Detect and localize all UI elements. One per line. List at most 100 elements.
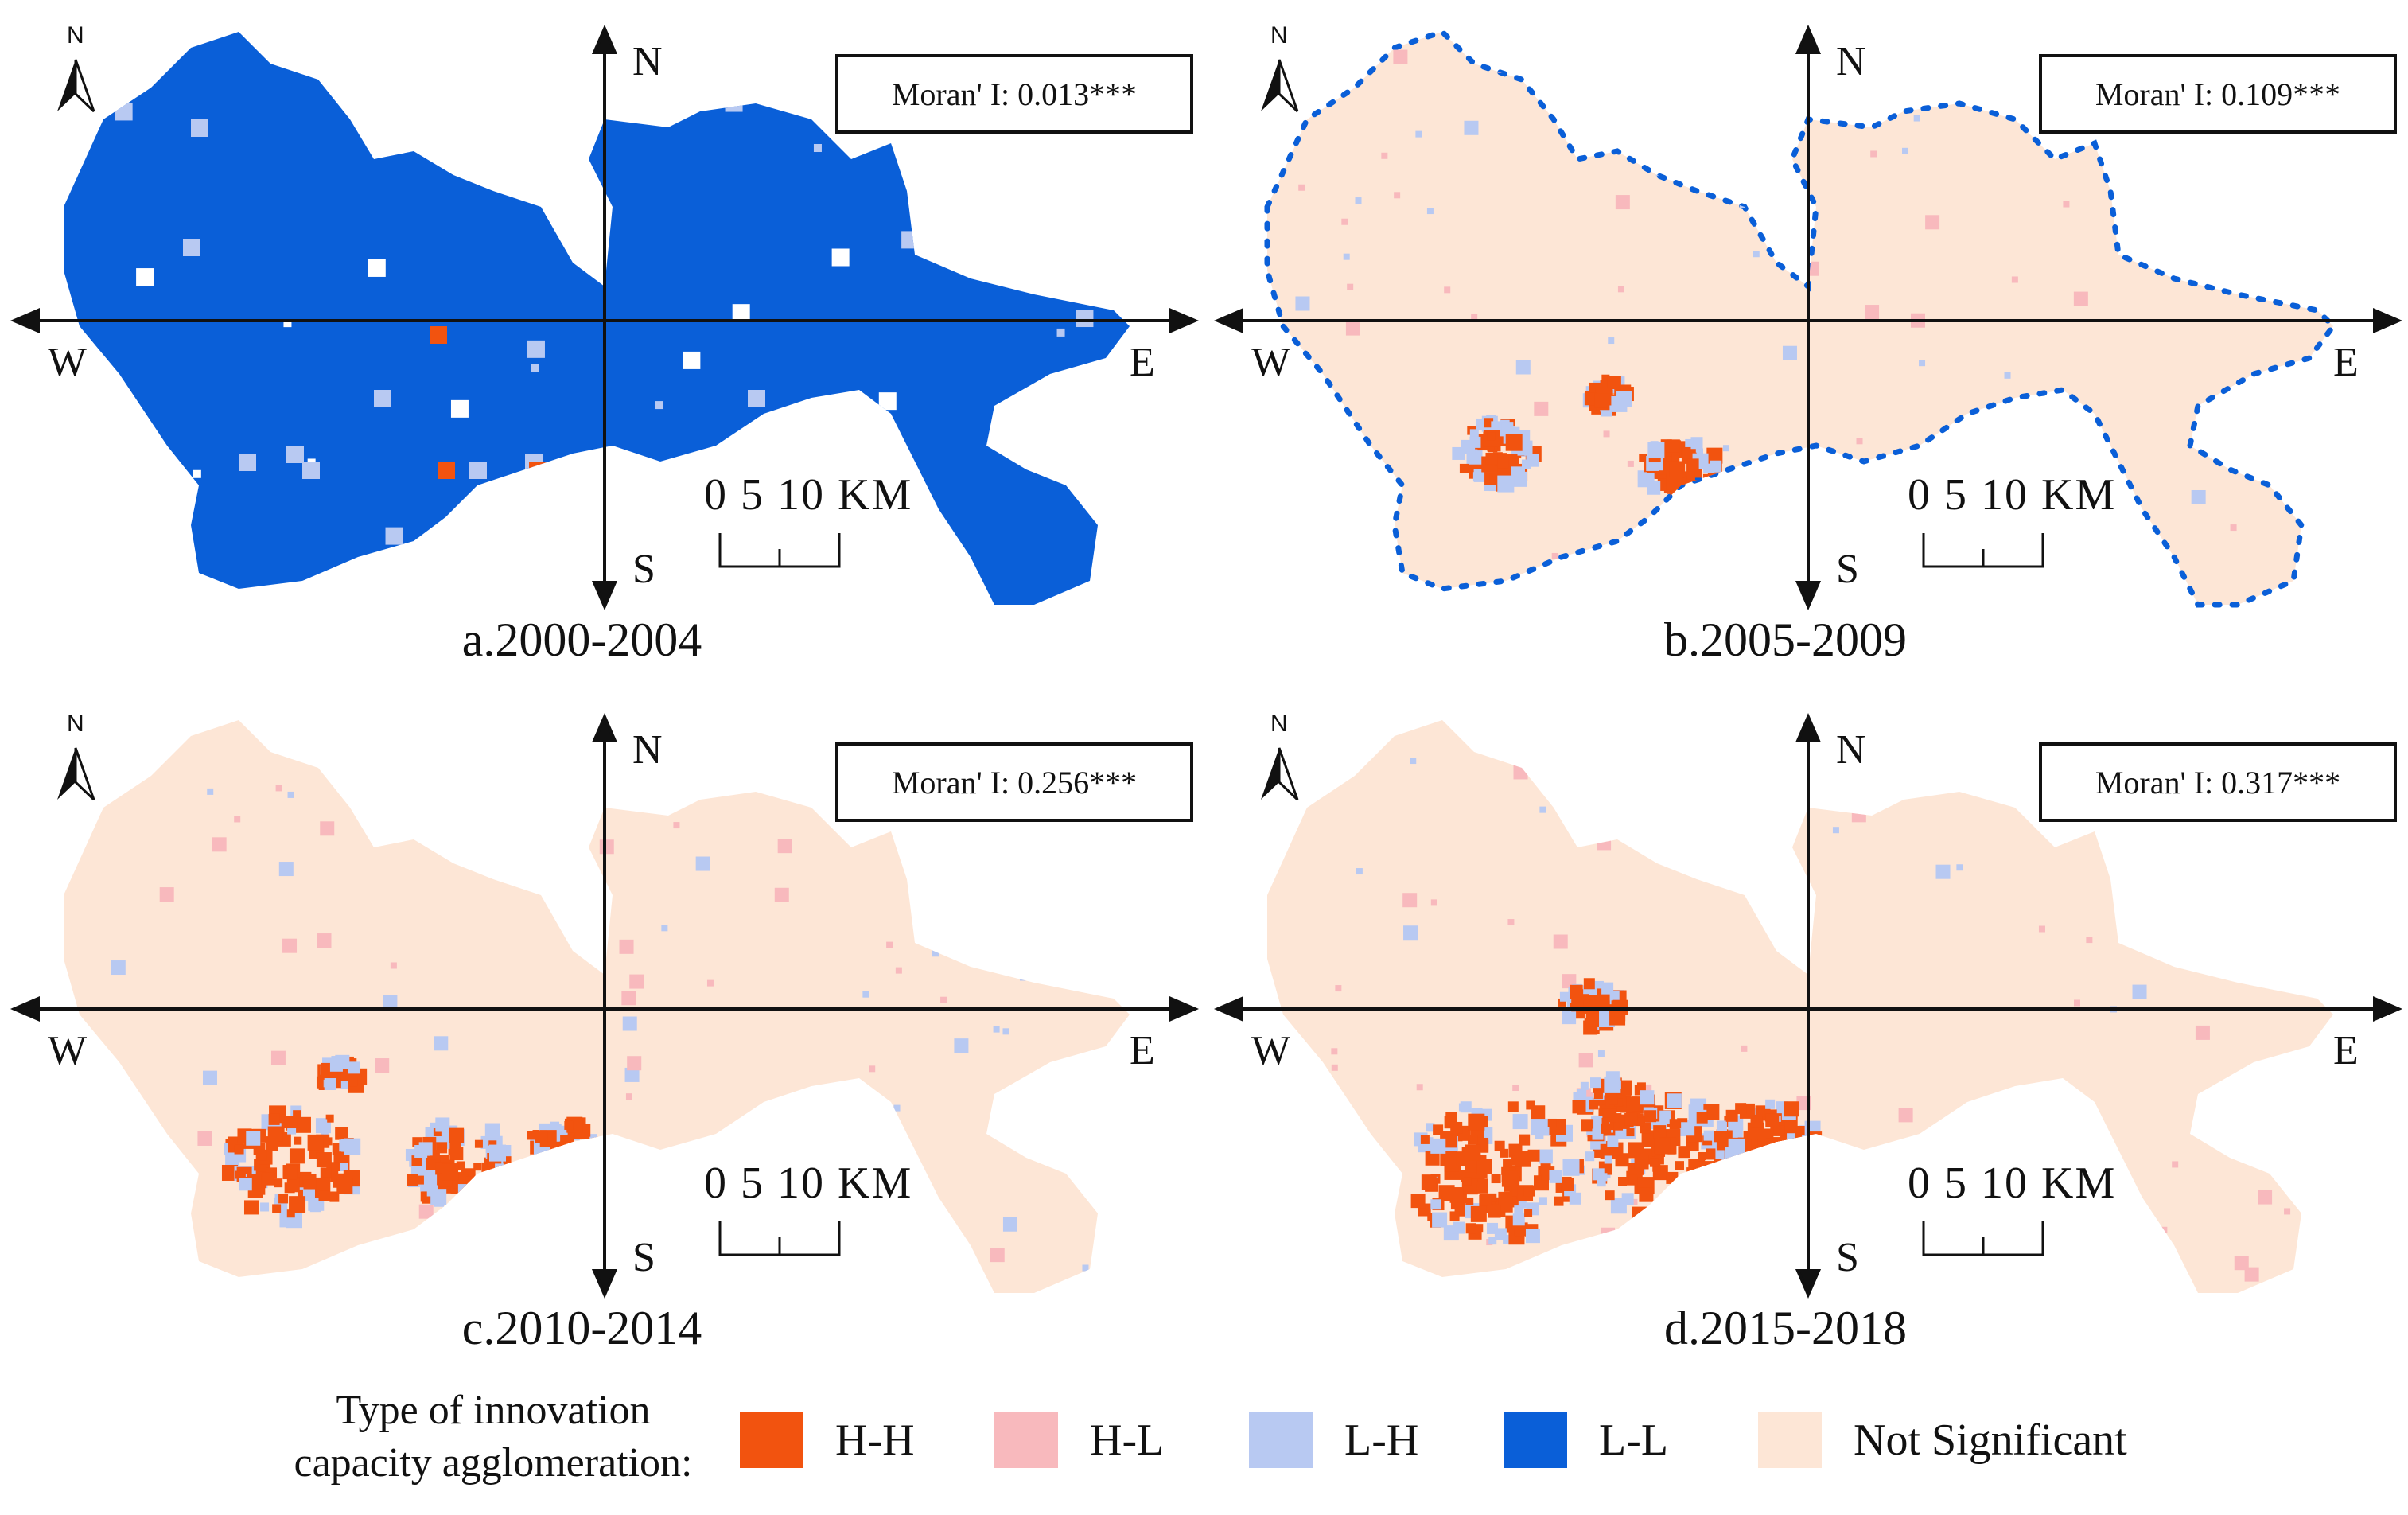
map-cell-hotspot: [1770, 465, 1786, 481]
map-cell-hotspot: [309, 1201, 321, 1213]
map-cell-hotspot: [560, 1150, 569, 1159]
map-cell: [2004, 372, 2011, 379]
direction-east: E: [1130, 340, 1155, 385]
map-cell: [1538, 1149, 1553, 1164]
map-cell-hotspot: [1755, 1163, 1770, 1178]
map-cell-hotspot: [1740, 1165, 1757, 1182]
map-cell-hotspot: [1449, 1211, 1460, 1221]
map-cell-hotspot: [234, 1144, 244, 1155]
map-cell-hotspot: [1755, 1159, 1768, 1172]
map-cell-hotspot: [1768, 1151, 1779, 1162]
scale-bar: [718, 1221, 841, 1256]
map-cell-hotspot: [272, 1204, 282, 1213]
map-cell: [743, 537, 752, 546]
map-cell: [1335, 985, 1342, 992]
map-cell: [1076, 310, 1094, 328]
map-cell-hotspot: [1780, 1116, 1798, 1133]
map-cell-hotspot: [436, 1142, 448, 1154]
map-cell: [1865, 305, 1880, 320]
map-cell: [1919, 360, 1926, 367]
map-cell-hotspot: [1640, 1090, 1655, 1105]
map-cell-hotspot: [1686, 1167, 1697, 1178]
map-cell-hotspot: [442, 1163, 459, 1181]
map-cell: [1695, 1265, 1710, 1280]
map-cell-hotspot: [1710, 1161, 1726, 1177]
map-cell-hotspot: [1610, 1198, 1627, 1214]
map-cell-hotspot: [339, 1139, 352, 1152]
north-arrow-label: N: [67, 22, 84, 49]
map-cell-hotspot: [492, 1186, 509, 1203]
scale-bar-label: 0 5 10 KM: [704, 470, 913, 520]
map-cell-hotspot: [562, 1147, 572, 1157]
map-cell-hotspot: [225, 1152, 240, 1167]
map-cell-hotspot: [480, 1177, 497, 1194]
map-cell-hotspot: [543, 1165, 555, 1178]
map-cell-hotspot: [255, 1149, 267, 1161]
map-cell: [1741, 1045, 1748, 1052]
map-cell-hotspot: [1742, 1153, 1759, 1170]
map-cell: [239, 454, 256, 471]
map-cell-hotspot: [1515, 1151, 1531, 1167]
map-cell: [197, 1131, 212, 1146]
direction-south: S: [1836, 547, 1859, 592]
map-cell: [1781, 131, 1796, 146]
map-cell-hotspot: [1639, 1187, 1654, 1202]
map-cell-hotspot: [1776, 478, 1788, 490]
map-cell: [418, 1204, 434, 1219]
map-cell-hotspot: [1682, 1181, 1692, 1190]
legend: Type of innovation capacity agglomeratio…: [0, 1385, 2408, 1512]
map-cell-hotspot: [448, 1142, 461, 1155]
map-cell: [886, 941, 893, 948]
map-cell: [136, 268, 154, 286]
map-cell-hotspot: [1653, 1125, 1667, 1139]
map-cell-hotspot: [1713, 1203, 1730, 1221]
map-cell: [2063, 201, 2070, 208]
map-cell: [320, 821, 335, 836]
map-cell: [2132, 984, 2147, 999]
map-cell: [1603, 430, 1610, 438]
map-cell-hotspot: [289, 1196, 306, 1213]
map-cell-hotspot: [1503, 1159, 1513, 1170]
map-cell-hotspot: [1583, 978, 1595, 990]
map-cell-hotspot: [1609, 1009, 1626, 1026]
map-cell-hotspot: [411, 1155, 422, 1166]
map-cell: [1415, 130, 1422, 138]
map-cell-hotspot: [456, 1161, 465, 1170]
map-cell-hotspot: [282, 1165, 298, 1180]
map-cell: [1956, 864, 1963, 871]
map-cell: [1753, 251, 1760, 258]
map-cell: [774, 887, 789, 902]
map-cell: [1968, 69, 1975, 76]
map-cell: [1343, 253, 1350, 260]
panel-caption: b.2005-2009: [1664, 613, 1907, 666]
map-cell-hotspot: [1628, 1143, 1640, 1155]
map-cell: [954, 1038, 969, 1053]
map-cell-hotspot: [1761, 468, 1778, 485]
map-cell-hotspot: [1767, 463, 1784, 480]
map-cell-hotspot: [1632, 1216, 1645, 1229]
map-cell: [450, 399, 469, 418]
map-cell: [1778, 572, 1785, 579]
map-cell-hotspot: [1540, 1163, 1551, 1174]
moran-index-box: Moran' I: 0.109***: [2039, 54, 2397, 134]
map-cell-hotspot: [1539, 1197, 1547, 1205]
legend-swatch-hh: [740, 1412, 803, 1468]
map-cell-hotspot: [1639, 454, 1647, 462]
map-cell-hotspot: [1531, 1105, 1546, 1120]
map-cell: [1393, 49, 1408, 64]
map-cell-hotspot: [1681, 491, 1693, 503]
map-cell-hotspot: [1644, 1110, 1657, 1123]
map-cell-hotspot: [1770, 1160, 1782, 1172]
map-cell-hotspot: [319, 1119, 328, 1127]
map-cell: [1759, 1268, 1766, 1275]
map-cell-hotspot: [1426, 1123, 1435, 1132]
map-cell: [1753, 502, 1768, 517]
map-cell-hotspot: [1469, 429, 1479, 438]
direction-north: N: [1836, 727, 1866, 773]
map-cell-hotspot: [1725, 1181, 1739, 1195]
map-cell: [202, 1070, 217, 1085]
map-cell-hotspot: [1470, 1205, 1487, 1222]
map-cell-hotspot: [1731, 1160, 1746, 1175]
map-cell-hotspot: [1488, 1205, 1501, 1218]
map-cell-hotspot: [1740, 1159, 1756, 1175]
